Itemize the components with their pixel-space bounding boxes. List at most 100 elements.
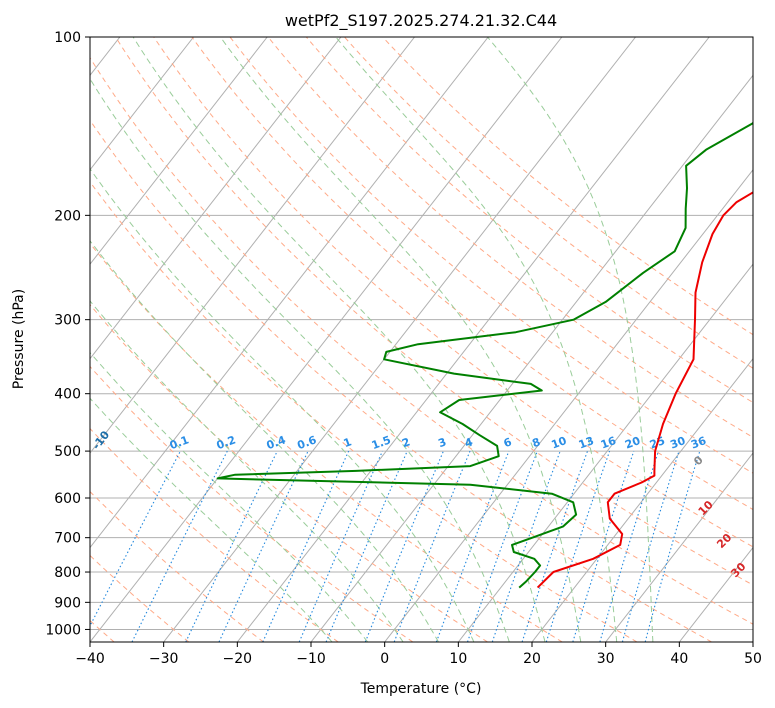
x-tick-label: 0 (380, 651, 389, 667)
moist-adiabats (90, 37, 654, 642)
x-tick-label: −30 (149, 651, 179, 667)
y-tick-label: 1000 (45, 622, 81, 638)
isotherm-line (163, 37, 636, 642)
chart-title: wetPf2_S197.2025.274.21.32.C44 (285, 11, 557, 31)
moist-adiabat-label: 30 (728, 560, 748, 580)
x-tick-label: −10 (296, 651, 326, 667)
dry-adiabat-line (90, 56, 753, 625)
mixing-ratio-line (572, 450, 635, 642)
dry-adiabat-line (90, 365, 414, 642)
mixing-ratio-label: 30 (668, 434, 687, 452)
y-tick-label: 600 (54, 491, 81, 507)
dry-adiabat-line (90, 242, 563, 642)
moist-adiabat-label: 40 (750, 589, 770, 609)
mixing-ratio-line (545, 450, 611, 642)
x-tick-label: −40 (75, 651, 105, 667)
mixing-ratio-line (644, 450, 701, 642)
mixing-ratio-line (599, 450, 660, 642)
mixing-ratio-line (466, 450, 538, 642)
isopleth-labels: 0.10.20.40.611.52346810131620253036-100-… (0, 394, 770, 609)
mixing-ratio-line (325, 450, 408, 642)
moist-adiabat-line (90, 397, 333, 642)
isotherm-line (90, 37, 342, 360)
y-tick-label: 300 (54, 313, 81, 329)
x-tick-label: 30 (597, 651, 615, 667)
dry-adiabat-label: -20 (0, 394, 23, 418)
isotherm-line (90, 37, 489, 549)
y-tick-label: 200 (54, 208, 81, 224)
moist-adiabat-line (90, 351, 369, 642)
y-tick-label: 100 (54, 30, 81, 46)
mixing-ratio-line (262, 450, 350, 642)
temperature-profile-line (536, 191, 753, 589)
dry-adiabat-line (90, 427, 339, 642)
mixing-ratio-label: 4 (463, 435, 475, 450)
pressure-gridlines (90, 37, 753, 630)
y-axis-title: Pressure (hPa) (11, 289, 27, 389)
x-tick-label: 20 (523, 651, 541, 667)
dry-adiabats (90, 37, 753, 642)
moist-adiabat-line (335, 37, 618, 642)
mixing-ratio-line (218, 450, 309, 642)
mixing-ratio-label: 20 (623, 434, 642, 452)
dry-adiabat-line (153, 37, 753, 548)
isotherm-line (457, 263, 753, 642)
mixing-ratio-label: 36 (689, 434, 708, 452)
moist-adiabat-line (90, 300, 404, 642)
mixing-ratio-label: 10 (550, 434, 569, 452)
x-tick-label: −20 (223, 651, 253, 667)
moist-adiabat-label: 0 (691, 453, 706, 468)
mixing-ratio-label: 0.4 (265, 433, 288, 452)
y-tick-label: 500 (54, 444, 81, 460)
dry-adiabat-line (115, 37, 753, 586)
x-tick-label: 40 (670, 651, 688, 667)
mixing-ratio-line (521, 450, 589, 642)
dewpoint-profile-line (216, 121, 753, 589)
mixing-ratio-line (364, 450, 444, 642)
mixing-ratio-label: 8 (530, 435, 542, 450)
mixing-ratio-label: 0.1 (168, 433, 191, 452)
x-tick-label: 10 (449, 651, 467, 667)
isotherm-line (90, 37, 563, 642)
moist-adiabat-label: 10 (696, 498, 716, 518)
dry-adiabat-line (90, 490, 264, 642)
mixing-ratio-label: 13 (577, 434, 596, 451)
x-axis-ticks: −40 −30 −20 −10 0 10 20 30 40 50 (75, 642, 762, 667)
moist-adiabat-line (487, 37, 654, 642)
moist-adiabat-label: 20 (714, 531, 734, 551)
moist-adiabat-line (132, 37, 546, 642)
y-axis-ticks: 100 200 300 400 500 600 700 800 900 1000 (45, 30, 90, 638)
dry-adiabat-line (90, 303, 488, 642)
mixing-ratio-label: 0.6 (296, 433, 319, 452)
plot-frame (89, 36, 754, 643)
mixing-ratio-label: 1 (342, 435, 354, 450)
mixing-ratio-label: 0.2 (215, 433, 238, 452)
dry-adiabat-line (191, 37, 753, 511)
isotherm-line (90, 37, 415, 454)
x-axis-title: Temperature (°C) (360, 681, 482, 697)
isotherms (90, 37, 753, 642)
moist-adiabat-line (90, 240, 439, 642)
moist-adiabat-line (90, 167, 475, 642)
isotherm-line (384, 168, 753, 642)
x-tick-label: 50 (744, 651, 762, 667)
isotherm-line (90, 37, 268, 266)
isotherm-line (752, 641, 753, 642)
dry-adiabat-line (305, 37, 753, 404)
moist-adiabat-line (90, 77, 510, 642)
mixing-ratio-line (491, 450, 561, 642)
mixing-ratio-label: 16 (599, 434, 618, 452)
isotherm-line (236, 37, 710, 642)
moist-adiabat-line (219, 37, 582, 642)
mixing-ratio-label: 1.5 (370, 433, 393, 452)
y-tick-label: 700 (54, 531, 81, 547)
dry-adiabat-line (382, 37, 753, 336)
mixing-ratio-label: 2 (400, 435, 412, 450)
plot-area: 0.10.20.40.611.52346810131620253036-100-… (0, 37, 770, 642)
profile-series (216, 121, 753, 589)
y-tick-label: 400 (54, 387, 81, 403)
isotherm-line (90, 37, 194, 171)
dry-adiabat-line (90, 181, 638, 642)
mixing-ratio-lines (90, 450, 701, 642)
mixing-ratio-line (131, 450, 228, 642)
